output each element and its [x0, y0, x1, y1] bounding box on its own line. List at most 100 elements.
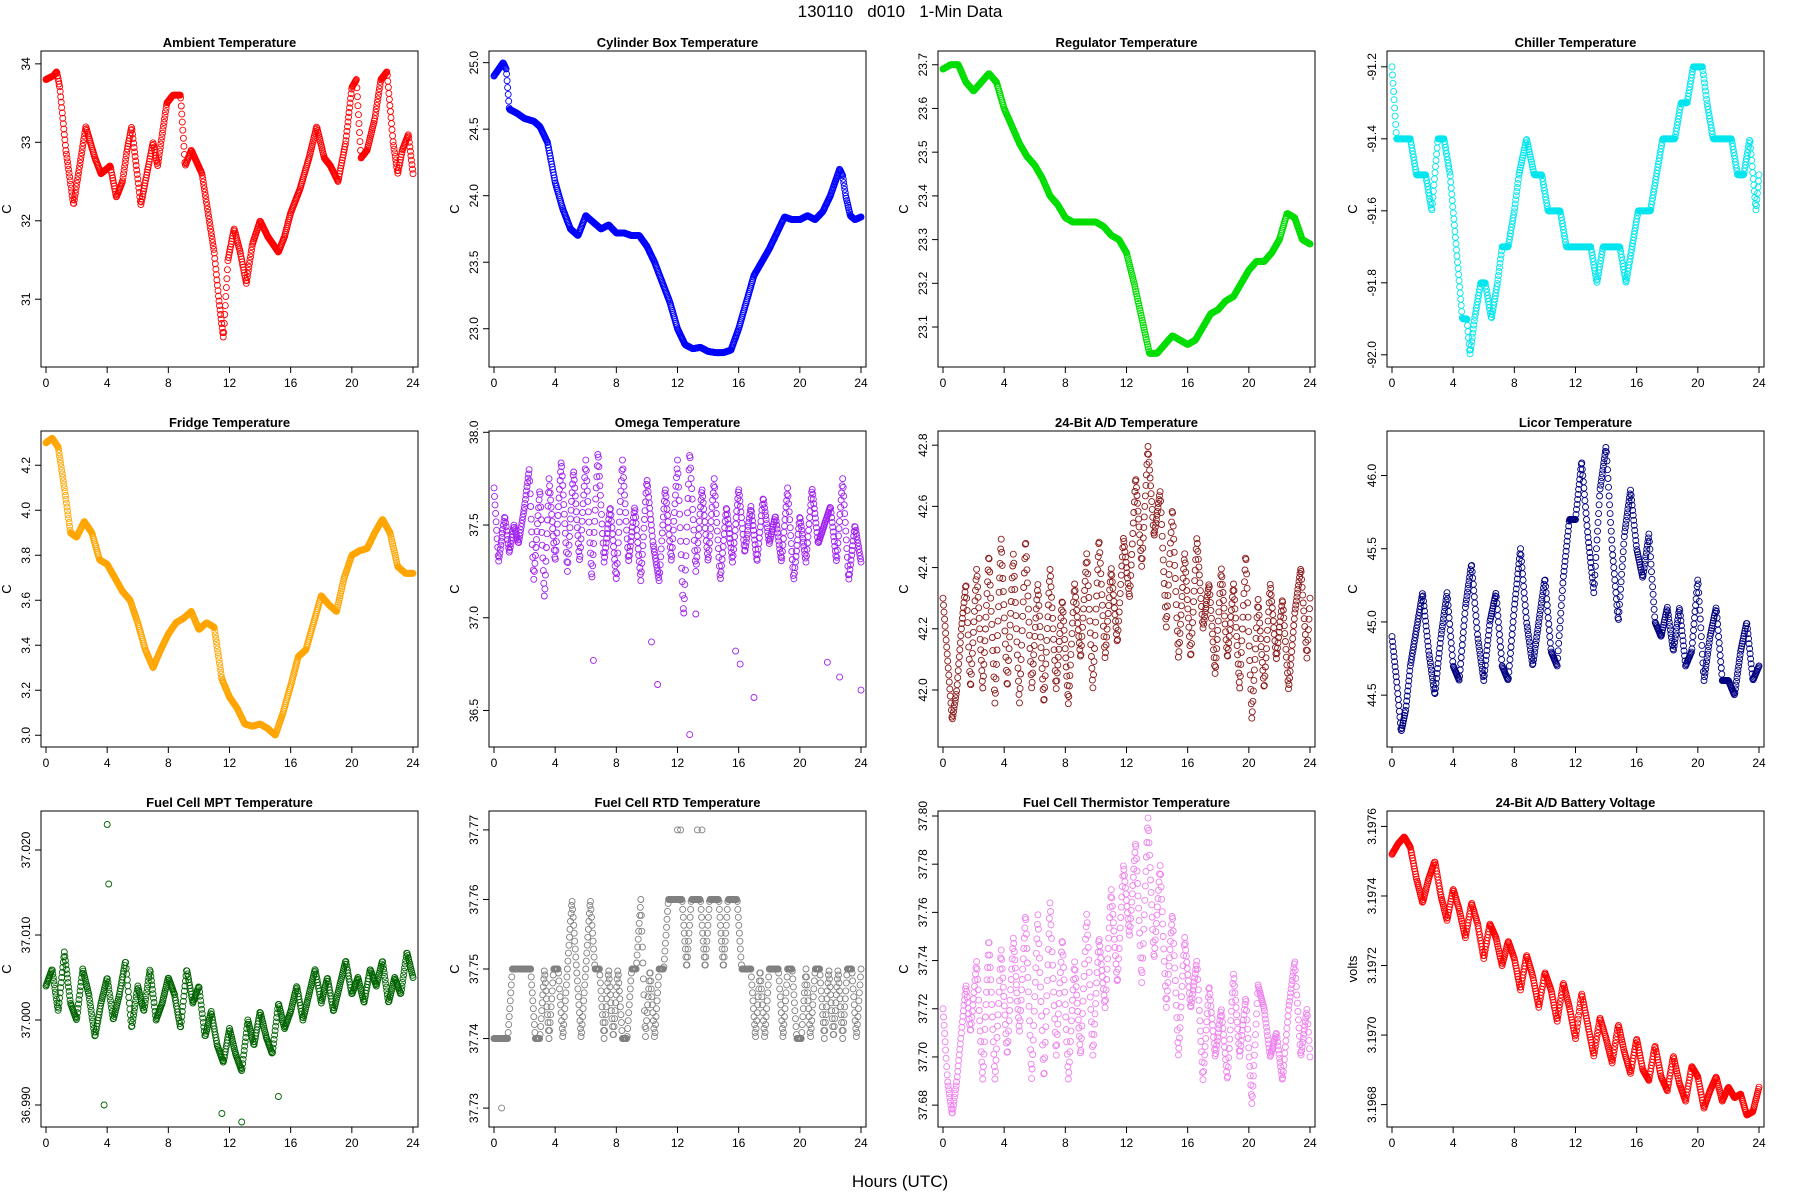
data-point — [616, 508, 624, 516]
x-tick-label: 12 — [671, 376, 685, 390]
data-point — [857, 686, 865, 694]
data-point — [639, 542, 647, 550]
data-point — [339, 151, 347, 159]
data-point — [119, 173, 127, 181]
data-point — [692, 567, 700, 575]
data-point — [343, 127, 351, 135]
data-point — [1496, 259, 1504, 267]
data-point — [1208, 622, 1216, 630]
x-tick-label: 16 — [732, 756, 746, 770]
data-point — [1087, 641, 1095, 649]
data-point — [161, 111, 169, 119]
data-point — [205, 215, 213, 223]
plot-frame — [40, 50, 419, 368]
y-tick-label: 33 — [19, 135, 33, 149]
data-point — [351, 77, 359, 85]
data-point — [1391, 104, 1399, 112]
data-point — [584, 497, 592, 505]
data-point — [1140, 326, 1148, 334]
data-point — [244, 270, 252, 278]
data-point — [1235, 678, 1243, 686]
data-point — [177, 94, 185, 102]
data-point — [372, 105, 380, 113]
data-point — [76, 162, 84, 170]
data-point — [238, 258, 246, 266]
data-point — [968, 660, 976, 668]
data-point — [1135, 300, 1143, 307]
data-point — [158, 129, 166, 137]
x-tick-label: 8 — [165, 756, 172, 770]
data-point — [1217, 565, 1225, 573]
x-tick-label: 20 — [1691, 376, 1705, 390]
y-axis-label: C — [896, 584, 911, 593]
data-point — [52, 69, 60, 77]
data-point — [1427, 201, 1435, 209]
data-point — [199, 175, 207, 183]
data-point — [1432, 163, 1439, 171]
data-point — [1128, 551, 1136, 558]
data-point — [702, 531, 710, 539]
data-point — [202, 195, 210, 203]
data-point — [543, 530, 551, 538]
data-point — [1755, 177, 1762, 185]
data-point — [658, 537, 666, 545]
data-point — [409, 170, 417, 178]
data-point — [732, 520, 740, 528]
data-point — [1127, 561, 1135, 569]
data-point — [1158, 532, 1166, 540]
data-point — [787, 532, 795, 540]
data-point — [533, 536, 540, 544]
data-point — [1306, 240, 1314, 248]
data-point — [1072, 593, 1080, 601]
data-point — [1464, 322, 1471, 329]
data-point — [372, 108, 380, 116]
data-point — [1236, 684, 1244, 692]
data-point — [953, 687, 961, 695]
y-tick-label: 38.0 — [467, 420, 481, 444]
data-point — [525, 466, 533, 474]
data-point — [804, 533, 812, 541]
data-point — [1227, 606, 1235, 614]
data-point — [346, 99, 354, 107]
data-point — [595, 463, 603, 471]
data-point — [65, 169, 73, 177]
data-point — [1061, 645, 1069, 653]
x-tick-label: 4 — [1001, 376, 1008, 390]
data-point — [597, 501, 605, 509]
data-point — [74, 173, 82, 180]
data-point — [137, 201, 145, 209]
data-point — [546, 482, 554, 490]
data-point — [76, 159, 84, 167]
data-point — [1392, 129, 1400, 137]
data-point — [806, 514, 814, 522]
data-point — [839, 175, 847, 183]
data-point — [384, 83, 392, 91]
data-point — [502, 65, 510, 73]
x-tick-label: 20 — [793, 376, 807, 390]
chart-title: Ambient Temperature — [163, 35, 296, 50]
data-point — [1006, 621, 1014, 629]
y-tick-label: 3.4 — [19, 637, 33, 654]
data-point — [1012, 625, 1020, 633]
data-point — [713, 527, 721, 535]
data-point — [982, 613, 990, 621]
y-tick-label: -91.6 — [1365, 197, 1379, 225]
data-point — [1136, 304, 1144, 312]
data-point — [614, 549, 622, 557]
data-point — [1083, 550, 1091, 558]
data-point — [505, 97, 513, 105]
data-point — [1140, 513, 1148, 521]
data-point — [72, 186, 80, 194]
data-point — [57, 93, 65, 101]
data-point — [1224, 646, 1232, 653]
x-tick-label: 0 — [1389, 376, 1396, 390]
data-point — [578, 517, 586, 525]
data-point — [236, 247, 244, 255]
data-point — [1046, 566, 1054, 573]
data-point — [940, 601, 947, 609]
data-point — [1176, 639, 1183, 646]
data-point — [710, 475, 718, 483]
data-point — [972, 586, 979, 594]
x-tick-label: 20 — [1242, 376, 1256, 390]
data-point — [638, 550, 646, 558]
